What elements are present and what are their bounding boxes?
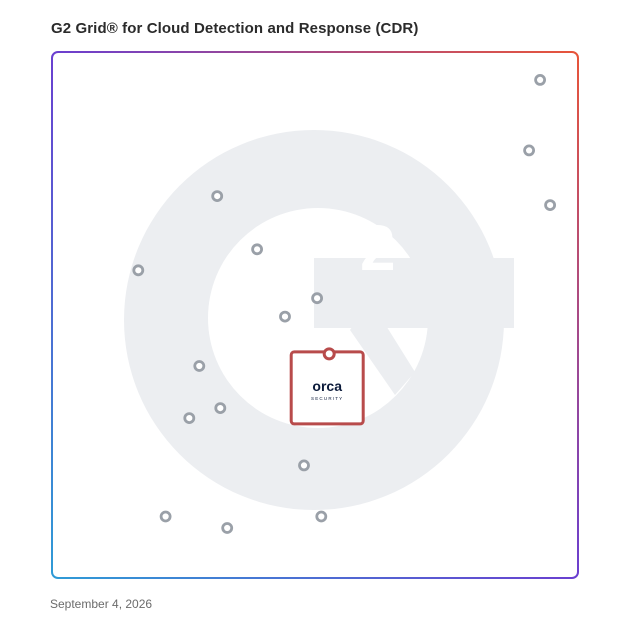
data-point-15[interactable] bbox=[315, 510, 328, 523]
highlight-point[interactable] bbox=[322, 347, 336, 361]
g2-watermark: 2 bbox=[124, 130, 514, 510]
orca-logo-tagline: SECURITY bbox=[311, 396, 343, 401]
data-point-10[interactable] bbox=[214, 402, 227, 415]
data-point-13[interactable] bbox=[159, 510, 172, 523]
data-point-6[interactable] bbox=[132, 264, 145, 277]
data-point-11[interactable] bbox=[183, 412, 196, 425]
data-point-12[interactable] bbox=[298, 459, 310, 472]
data-point-7[interactable] bbox=[311, 292, 324, 305]
data-points bbox=[132, 74, 556, 534]
chart-title: G2 Grid® for Cloud Detection and Respons… bbox=[51, 20, 419, 37]
data-point-2[interactable] bbox=[523, 144, 535, 157]
orca-logo-wordmark: orca bbox=[312, 378, 342, 394]
data-point-9[interactable] bbox=[193, 360, 206, 372]
data-point-5[interactable] bbox=[251, 243, 264, 256]
data-point-1[interactable] bbox=[534, 74, 546, 86]
highlight-product-card[interactable]: orca SECURITY bbox=[289, 347, 365, 426]
data-point-14[interactable] bbox=[221, 522, 234, 534]
data-point-4[interactable] bbox=[211, 190, 224, 203]
data-point-3[interactable] bbox=[544, 199, 556, 212]
report-date: September 4, 2026 bbox=[50, 597, 153, 611]
svg-text:2: 2 bbox=[360, 212, 396, 284]
data-point-8[interactable] bbox=[279, 310, 291, 323]
